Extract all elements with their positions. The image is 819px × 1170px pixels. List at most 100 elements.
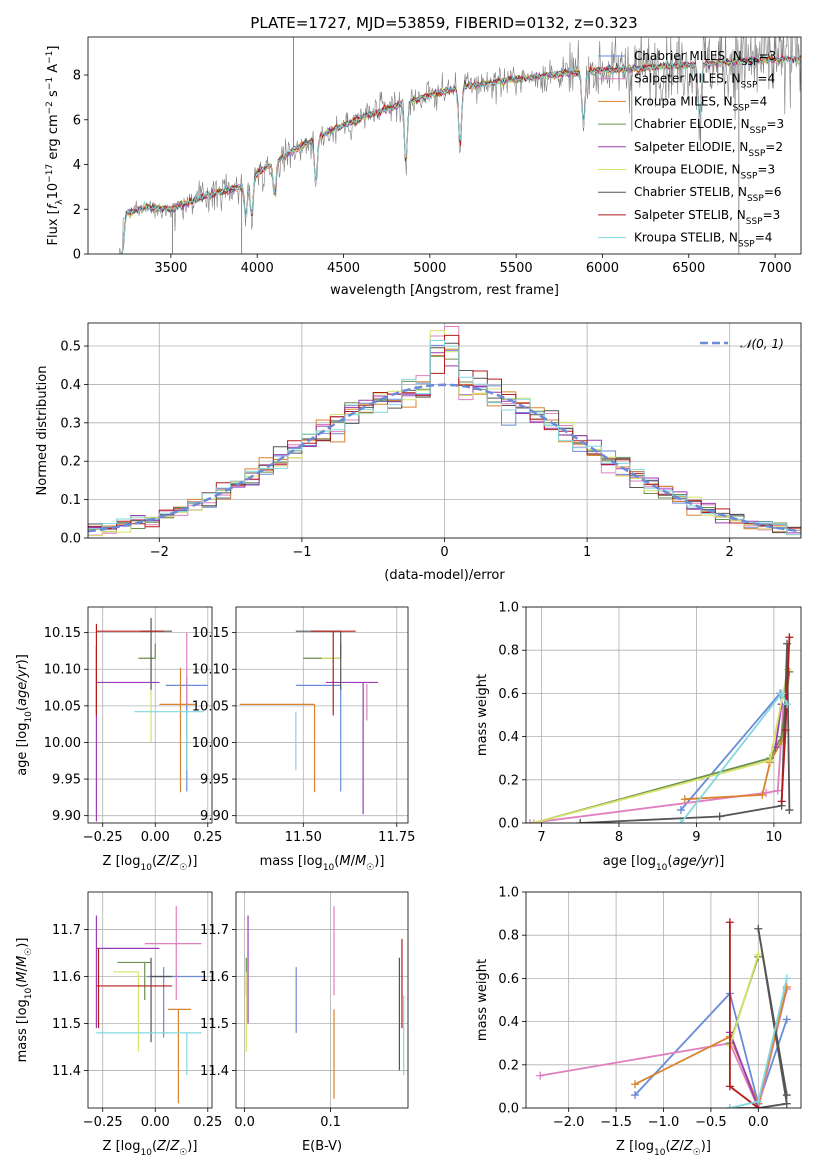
errorbar-point <box>303 643 342 659</box>
y-tick-label: 0.0 <box>60 532 81 547</box>
plus-marker <box>781 726 790 735</box>
label-part: age [ <box>15 742 30 775</box>
legend-count: =4 <box>757 72 775 86</box>
label-part: log <box>15 723 30 743</box>
label-part: wavelength [Angstrom, rest frame] <box>330 283 559 298</box>
label-part: Z <box>683 1139 694 1154</box>
y-tick-label: 0 <box>73 248 81 263</box>
plot-area-mass-vs-z <box>95 906 206 1104</box>
plot-area-spectrum <box>118 37 801 254</box>
legend-series-name: Salpeter MILES, N <box>634 72 741 86</box>
label-part: )] <box>15 654 30 664</box>
axes-frame <box>87 36 802 255</box>
y-tick-label: 9.95 <box>52 773 81 788</box>
label-part: 10 <box>24 987 34 999</box>
label-part: )] <box>701 1139 711 1154</box>
legend-series-name: Salpeter ELODIE, N <box>634 140 748 154</box>
y-tick-label: 10.15 <box>192 626 229 641</box>
y-tick-label: 0.3 <box>60 416 81 431</box>
label-part: log <box>15 999 30 1019</box>
label-part: E(B-V) <box>302 1139 342 1154</box>
legend-sub: SSP <box>741 172 758 182</box>
plus-marker <box>782 1015 791 1024</box>
y-axis-label: mass weight <box>475 674 490 756</box>
legend-entry: Chabrier MILES, NSSP=3 <box>634 49 776 68</box>
label-part: / <box>166 1139 171 1154</box>
label-part: )] <box>15 938 30 948</box>
errorbar-point <box>150 957 173 1043</box>
y-tick-label: 11.5 <box>52 1017 81 1032</box>
label-part: M <box>339 854 350 869</box>
x-axis-label: Z [log10(Z/Z☉)] <box>103 1139 198 1158</box>
y-axis-label: Flux [fλ10−17 erg cm−2 s−1 A−1] <box>45 46 65 246</box>
x-tick-label: 9 <box>692 830 700 845</box>
legend-entry: Salpeter ELODIE, NSSP=2 <box>634 140 783 159</box>
plus-marker <box>766 756 775 765</box>
errorbar-point <box>95 623 164 716</box>
mass-weight-line <box>729 954 760 1046</box>
x-tick-label: 11.50 <box>285 830 322 845</box>
y-tick-label: 0.4 <box>498 730 519 745</box>
legend-count: =3 <box>766 117 784 131</box>
plus-marker <box>785 806 794 815</box>
mass-weight-line <box>684 704 787 801</box>
legend-entry: Kroupa MILES, NSSP=4 <box>634 94 767 113</box>
x-tick-label: −2 <box>150 545 169 560</box>
y-tick-label: 10.10 <box>44 663 81 678</box>
plus-marker <box>783 700 792 709</box>
label-part: )] <box>374 854 384 869</box>
x-tick-label: −1.0 <box>648 1115 680 1130</box>
y-tick-label: 6 <box>73 113 81 128</box>
plus-marker <box>725 1104 734 1108</box>
y-tick-label: 0.4 <box>60 378 81 393</box>
x-tick-label: 8 <box>615 830 623 845</box>
x-tick-label: 6000 <box>586 261 619 276</box>
legend-count: =4 <box>755 231 773 245</box>
y-tick-label: 10.05 <box>44 699 81 714</box>
legend-count: =6 <box>764 185 782 199</box>
mass-weight-line <box>634 991 788 1107</box>
y-tick-label: 1.0 <box>498 886 519 901</box>
label-part: / <box>351 854 356 869</box>
label-part: (data-model)/error <box>384 568 505 583</box>
label-part: −17 <box>45 164 55 183</box>
y-tick-label: 11.6 <box>52 970 81 985</box>
model-spectrum-line <box>120 54 801 254</box>
axes-frame <box>235 606 409 824</box>
plus-marker <box>777 689 786 698</box>
label-part: ( <box>15 983 30 988</box>
y-tick-label: 0.8 <box>498 929 519 944</box>
label-part: ☉ <box>366 863 374 873</box>
mass-weight-line <box>729 922 759 1108</box>
legend-sub: SSP <box>742 58 759 68</box>
legend-entry: Salpeter MILES, NSSP=4 <box>634 72 775 91</box>
legend-sub: SSP <box>748 149 765 159</box>
y-tick-label: 10.15 <box>44 626 81 641</box>
y-tick-label: 0.5 <box>60 340 81 355</box>
plot-area-age-vs-z <box>95 617 208 822</box>
label-part: Z [ <box>103 1139 121 1154</box>
label-part: log <box>121 854 141 869</box>
label-part: ( <box>665 1139 670 1154</box>
x-tick-label: −2.0 <box>553 1115 585 1130</box>
label-part: Flux [ <box>46 209 61 245</box>
label-part: −1 <box>45 77 55 90</box>
x-axis-label: Z [log10(Z/Z☉)] <box>103 854 198 873</box>
plus-marker <box>676 819 685 823</box>
plus-marker <box>773 786 782 795</box>
label-part: erg cm <box>46 114 61 163</box>
x-tick-label: 0 <box>440 545 448 560</box>
y-tick-label: 0.2 <box>498 1058 519 1073</box>
label-part: / <box>679 1139 684 1154</box>
mass-weight-line <box>774 704 783 748</box>
x-tick-label: 10 <box>766 830 783 845</box>
x-tick-label: 4000 <box>241 261 274 276</box>
x-tick-label: −1 <box>292 545 311 560</box>
y-tick-label: 10.00 <box>192 736 229 751</box>
x-tick-label: 2 <box>726 545 734 560</box>
plus-marker <box>785 633 794 642</box>
axes-residual-hist: −2 −1 0 1 2 0.0 0.1 0.2 0.3 0.4 0.5 𝒩(0, 1) (data-mo… <box>35 322 802 583</box>
label-part: M <box>15 956 30 967</box>
legend-series-name: Kroupa ELODIE, N <box>634 163 741 177</box>
y-tick-label: 10.10 <box>192 663 229 678</box>
